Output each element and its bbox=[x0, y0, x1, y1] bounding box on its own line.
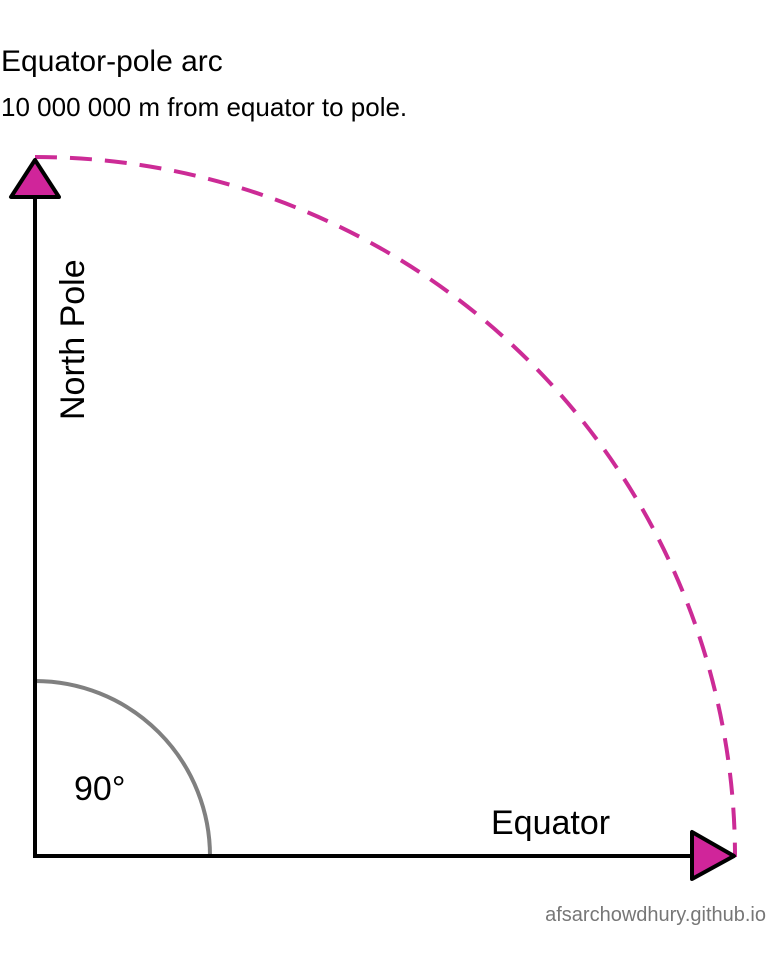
equator-arrowhead bbox=[690, 830, 736, 881]
north-arrowhead bbox=[9, 158, 61, 199]
diagram-title: Equator-pole arc bbox=[1, 45, 223, 78]
equator-pole-arc bbox=[34, 155, 737, 858]
north-pole-label: North Pole bbox=[54, 259, 92, 420]
equator-label: Equator bbox=[491, 804, 610, 842]
angle-label: 90° bbox=[74, 770, 125, 808]
right-angle-arc bbox=[34, 679, 212, 857]
source-credit: afsarchowdhury.github.io bbox=[545, 904, 766, 926]
diagram-subtitle: 10 000 000 m from equator to pole. bbox=[1, 92, 408, 122]
